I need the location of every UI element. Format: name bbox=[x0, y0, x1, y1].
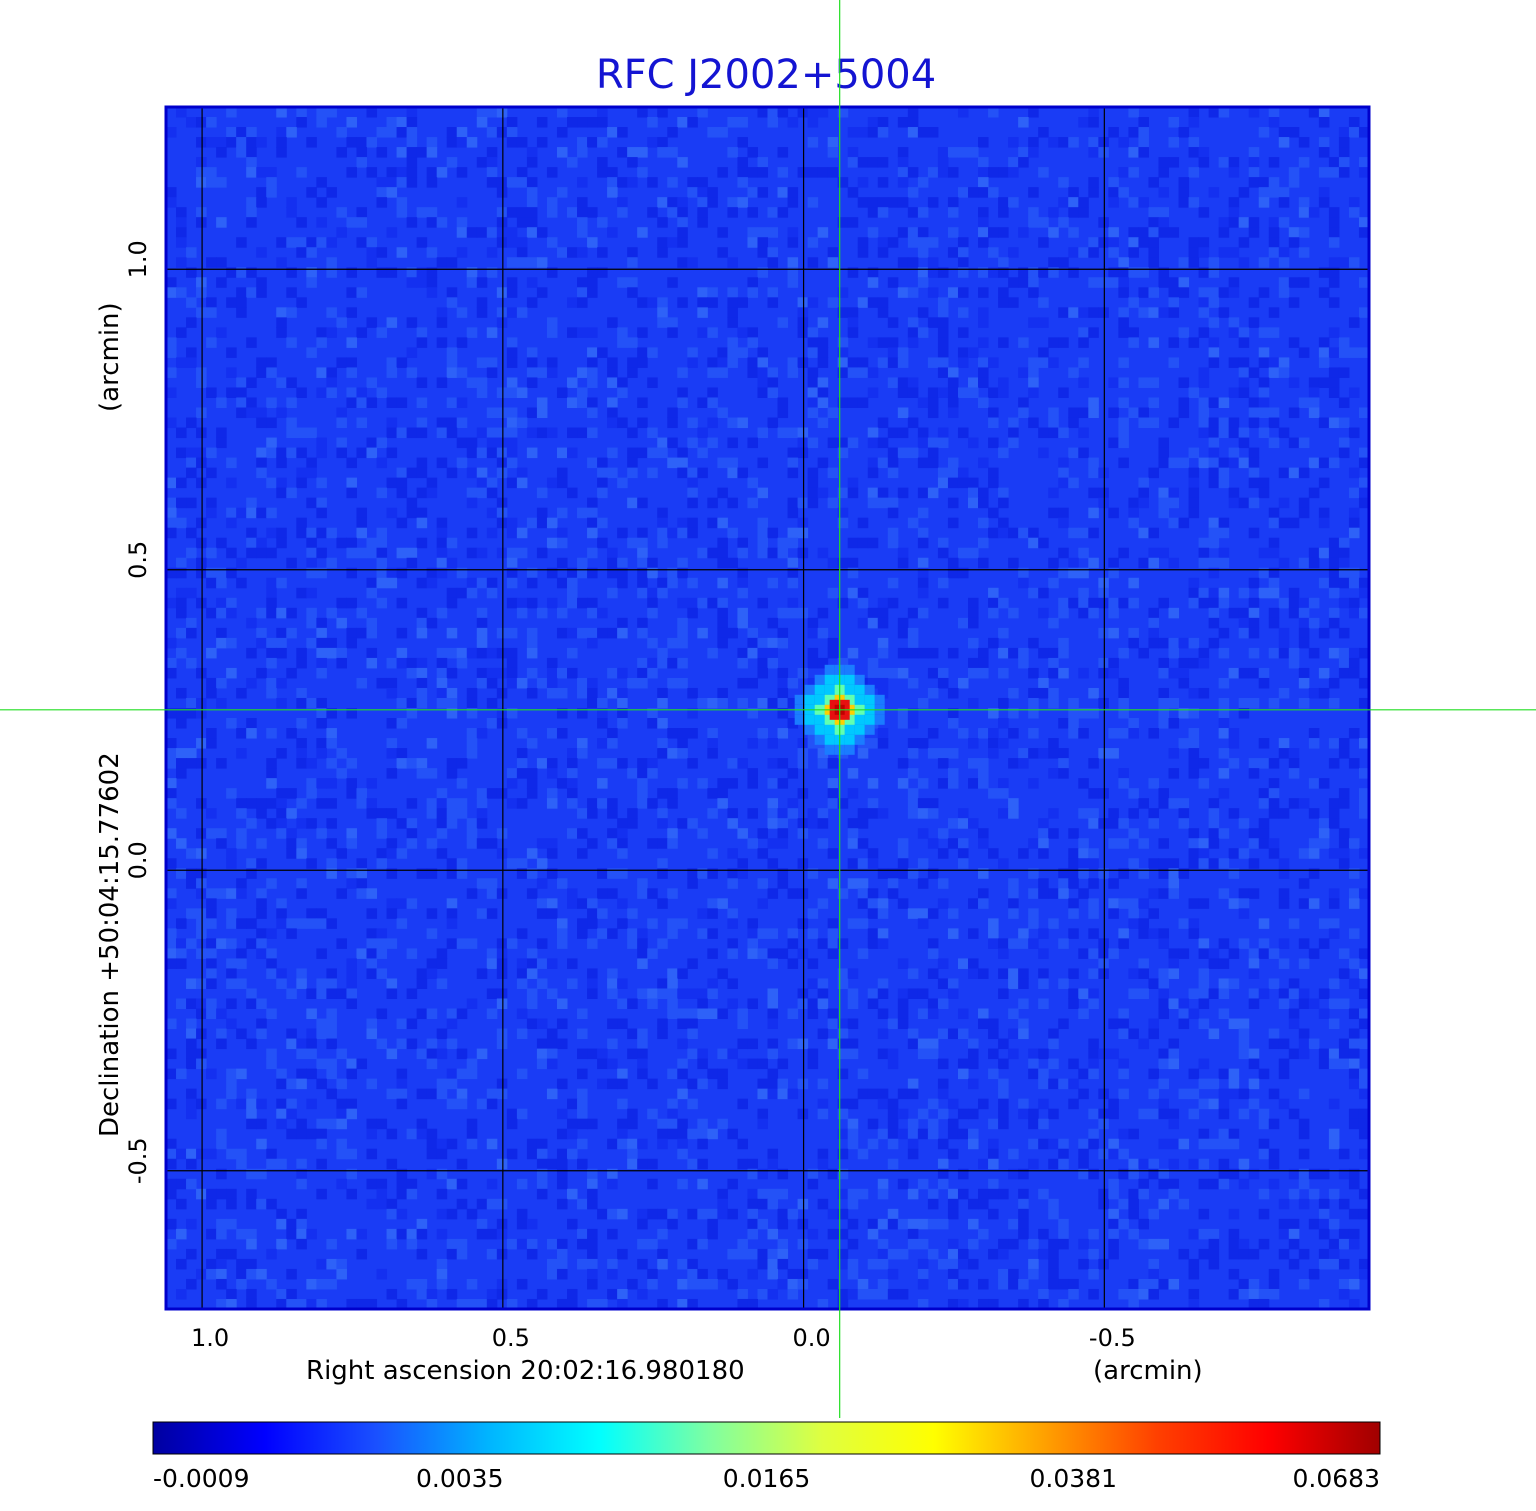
x-tick-labels: 1.0 0.5 0.0 -0.5 bbox=[191, 1324, 1136, 1352]
y-tick-label: -0.5 bbox=[124, 1137, 152, 1184]
colorbar-tick-label: -0.0009 bbox=[153, 1464, 250, 1493]
colorbar-tick-label: 0.0035 bbox=[416, 1464, 503, 1493]
colorbar-tick-label: 0.0683 bbox=[1293, 1464, 1380, 1493]
colorbar-tick-label: 0.0381 bbox=[1030, 1464, 1117, 1493]
x-tick-label: 0.0 bbox=[793, 1324, 831, 1352]
x-axis-label: Right ascension 20:02:16.980180 bbox=[306, 1356, 745, 1386]
x-axis-unit: (arcmin) bbox=[1093, 1356, 1203, 1386]
coordinate-grid bbox=[166, 107, 1369, 1309]
y-axis-label: Declination +50:04:15.77602 bbox=[95, 752, 125, 1137]
y-tick-label: 0.5 bbox=[124, 541, 152, 579]
x-tick-label: 0.5 bbox=[492, 1324, 530, 1352]
plot-frame bbox=[164, 105, 1371, 1311]
crosshair bbox=[0, 0, 1536, 1418]
colorbar-tick-labels: -0.0009 0.0035 0.0165 0.0381 0.0683 bbox=[153, 1464, 1380, 1493]
colorbar bbox=[152, 1421, 1381, 1455]
y-axis-unit: (arcmin) bbox=[95, 302, 125, 412]
colorbar-tick-label: 0.0165 bbox=[723, 1464, 810, 1493]
y-tick-labels: 1.0 0.5 0.0 -0.5 bbox=[124, 240, 152, 1184]
x-tick-label: 1.0 bbox=[191, 1324, 229, 1352]
noise-pixels bbox=[166, 107, 1369, 1309]
x-tick-label: -0.5 bbox=[1089, 1324, 1136, 1352]
image-title: RFC J2002+5004 bbox=[596, 52, 936, 98]
y-tick-label: 1.0 bbox=[124, 240, 152, 278]
y-tick-label: 0.0 bbox=[124, 841, 152, 879]
intensity-image bbox=[166, 107, 1369, 1309]
